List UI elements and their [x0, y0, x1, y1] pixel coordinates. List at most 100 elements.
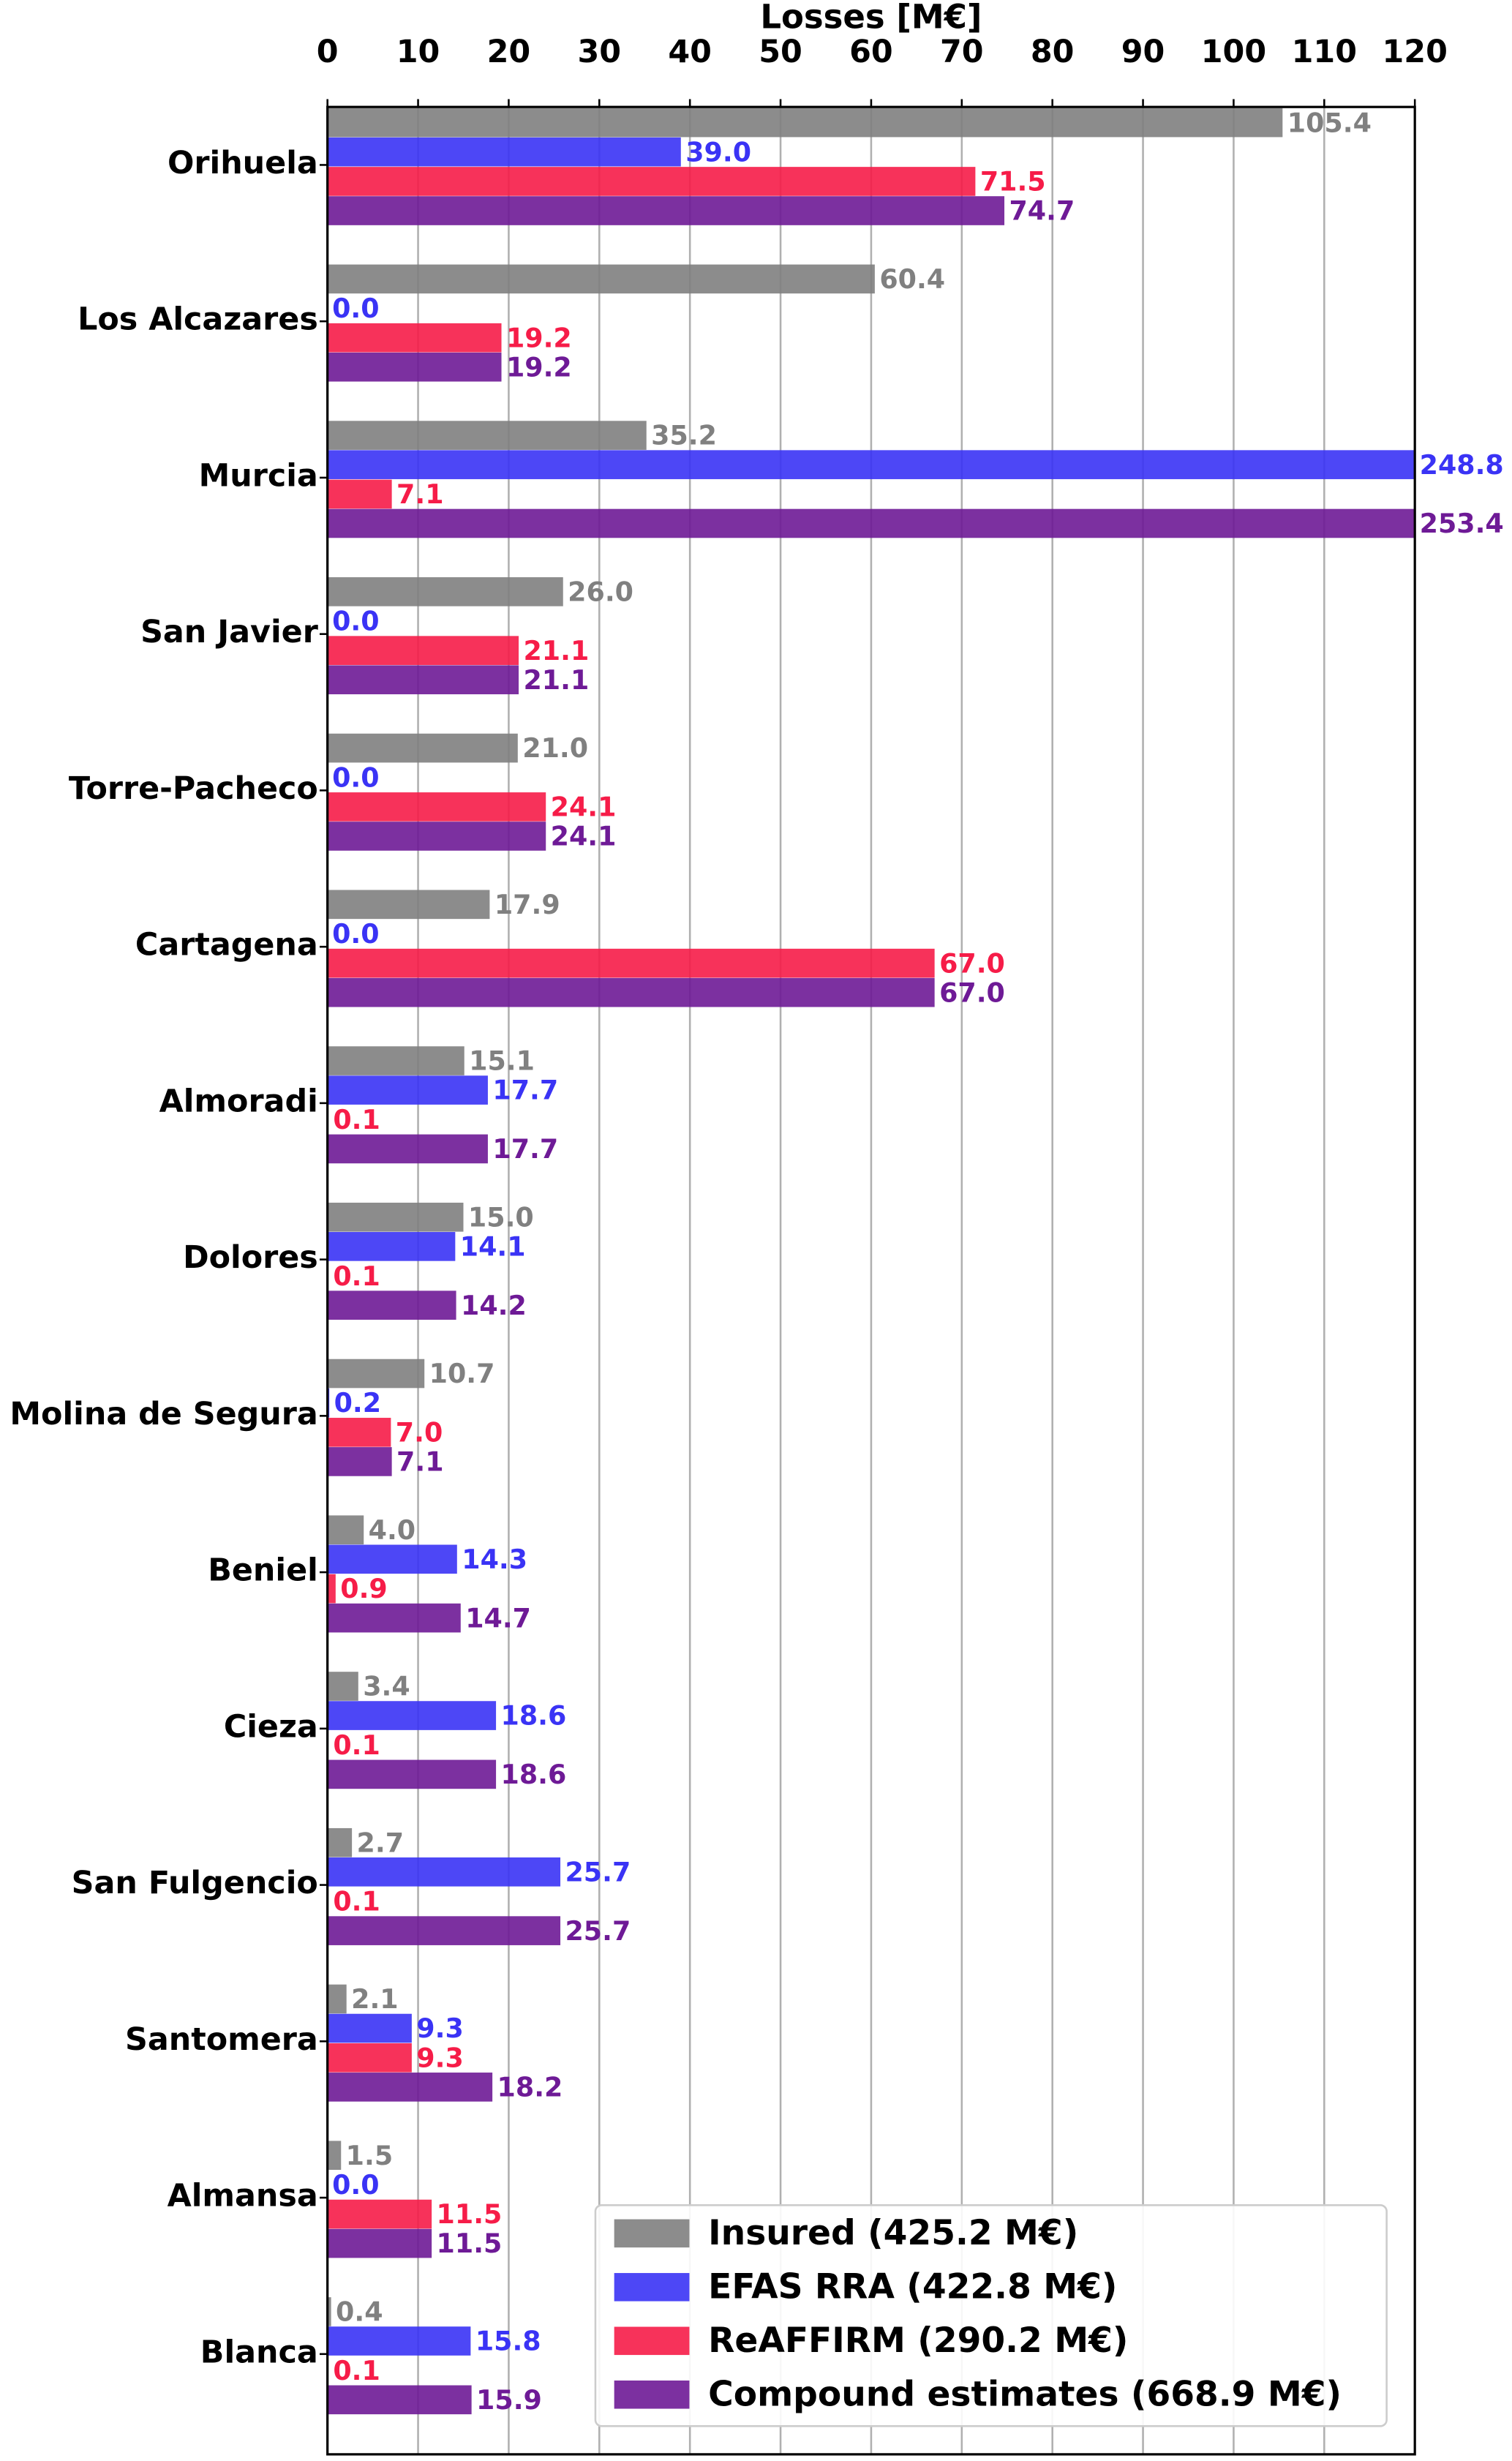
x-tick-label: 80 — [1031, 34, 1075, 70]
x-tick-label: 60 — [849, 34, 893, 70]
value-label: 4.0 — [369, 1514, 416, 1546]
y-tick-label: Torre-Pacheco — [69, 770, 318, 807]
x-axis-label: Losses [M€] — [760, 0, 982, 36]
legend-swatch — [614, 2273, 690, 2302]
bar — [327, 323, 502, 353]
value-label: 17.7 — [492, 1133, 558, 1165]
bar — [327, 2013, 412, 2043]
value-label: 105.4 — [1287, 107, 1372, 138]
value-label: 0.0 — [332, 606, 380, 637]
legend-swatch — [614, 2219, 690, 2248]
value-label: 0.1 — [333, 1104, 380, 1135]
y-tick-label: Santomera — [125, 2021, 318, 2058]
value-label: 39.0 — [685, 136, 751, 168]
x-tick-label: 70 — [940, 34, 984, 70]
value-label: 0.1 — [333, 1886, 380, 1917]
bar — [327, 196, 1005, 225]
value-label: 0.0 — [332, 918, 380, 950]
value-label: 1.5 — [346, 2140, 394, 2171]
value-label: 19.2 — [506, 322, 572, 353]
y-tick-label: Murcia — [199, 457, 318, 494]
bar — [327, 1359, 425, 1389]
bar — [327, 450, 1415, 479]
bar — [327, 1418, 391, 1447]
bar — [327, 1290, 456, 1320]
value-label: 14.1 — [460, 1230, 526, 1262]
x-tick-label: 100 — [1201, 34, 1266, 70]
bar — [327, 264, 875, 294]
value-label: 74.7 — [1009, 195, 1075, 227]
bar — [327, 108, 1283, 138]
value-label: 15.9 — [476, 2384, 542, 2416]
value-label: 14.3 — [462, 1544, 527, 1575]
bar — [327, 1544, 457, 1574]
bar — [327, 2141, 342, 2171]
value-label: 18.2 — [497, 2072, 563, 2103]
bar — [327, 1046, 464, 1075]
value-label: 2.7 — [357, 1827, 405, 1858]
bar — [327, 2043, 412, 2073]
bar — [327, 2326, 471, 2356]
x-tick-label: 20 — [487, 34, 531, 70]
bar — [327, 636, 519, 665]
y-tick-label: Almoradi — [159, 1083, 318, 1119]
y-tick-label: San Javier — [140, 614, 318, 650]
value-label: 24.1 — [551, 821, 617, 852]
value-label: 11.5 — [437, 2198, 503, 2230]
x-tick-label: 0 — [317, 34, 339, 70]
value-label: 14.2 — [461, 1290, 527, 1321]
plot-area — [327, 108, 1415, 2415]
value-label: 67.0 — [939, 947, 1005, 979]
legend-label: Insured (425.2 M€) — [708, 2213, 1078, 2253]
y-tick-label: Beniel — [208, 1552, 318, 1589]
value-label: 9.3 — [416, 2042, 464, 2073]
x-tick-label: 40 — [668, 34, 712, 70]
value-label: 248.8 — [1420, 449, 1504, 481]
value-label: 21.1 — [523, 635, 589, 666]
y-tick-label: Los Alcazares — [78, 301, 318, 338]
value-label: 21.0 — [522, 732, 588, 764]
bar — [327, 1515, 364, 1545]
value-label: 71.5 — [980, 166, 1046, 198]
bar — [327, 822, 546, 851]
value-label: 18.6 — [501, 1759, 567, 1790]
legend-box — [594, 2204, 1388, 2427]
value-label: 17.7 — [492, 1075, 558, 1106]
value-label: 0.0 — [332, 2169, 380, 2201]
bar — [327, 167, 976, 196]
value-label: 7.1 — [396, 478, 443, 510]
value-label: 7.1 — [396, 1446, 443, 1478]
value-label: 253.4 — [1420, 508, 1504, 539]
x-tick-label: 110 — [1292, 34, 1357, 70]
value-label: 11.5 — [437, 2228, 503, 2259]
value-label: 0.2 — [334, 1387, 382, 1419]
value-label: 25.7 — [565, 1915, 631, 1947]
bar — [327, 508, 1415, 538]
bar — [327, 137, 681, 167]
bar — [327, 1232, 456, 1261]
value-label: 26.0 — [568, 576, 633, 607]
bar — [327, 890, 490, 920]
bar — [327, 2199, 432, 2229]
value-label: 24.1 — [551, 792, 617, 823]
bar — [327, 1075, 488, 1105]
plot-frame — [326, 105, 1416, 2456]
bar — [327, 1603, 461, 1633]
bar — [327, 2385, 472, 2415]
bar — [327, 1447, 392, 1476]
y-tick-label: Cartagena — [135, 927, 318, 963]
value-label: 0.1 — [333, 2355, 380, 2386]
bar — [327, 1916, 561, 1945]
y-tick-label: Orihuela — [168, 145, 318, 181]
legend-swatch — [614, 2326, 690, 2356]
value-label: 21.1 — [523, 664, 589, 696]
bar — [327, 2297, 331, 2326]
value-label: 0.0 — [332, 762, 380, 793]
bar — [327, 733, 518, 763]
value-label: 15.0 — [468, 1201, 534, 1233]
x-tick-label: 50 — [759, 34, 802, 70]
bar — [327, 479, 392, 509]
legend-label: ReAFFIRM (290.2 M€) — [708, 2321, 1128, 2361]
value-label: 3.4 — [363, 1671, 410, 1702]
